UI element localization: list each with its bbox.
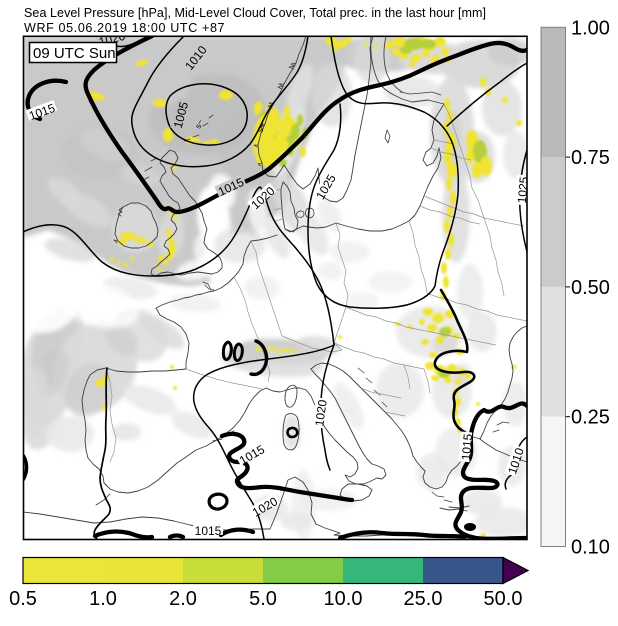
- svg-text:1015: 1015: [459, 433, 475, 461]
- svg-text:Sea Level Pressure [hPa], Mid-: Sea Level Pressure [hPa], Mid-Level Clou…: [24, 6, 486, 20]
- svg-text:0.25: 0.25: [571, 407, 610, 429]
- svg-text:5.0: 5.0: [249, 588, 277, 610]
- svg-text:WRF 05.06.2019 18:00 UTC +87: WRF 05.06.2019 18:00 UTC +87: [24, 21, 225, 35]
- svg-text:1.0: 1.0: [89, 588, 117, 610]
- svg-text:2.0: 2.0: [169, 588, 197, 610]
- svg-text:50.0: 50.0: [484, 588, 523, 610]
- svg-text:s~: s~: [193, 118, 205, 130]
- svg-text:0.50: 0.50: [571, 277, 610, 299]
- svg-text:09 UTC Sun: 09 UTC Sun: [33, 45, 116, 62]
- svg-text:1025: 1025: [515, 176, 531, 204]
- svg-text:s~: s~: [255, 122, 267, 134]
- svg-text:1005: 1005: [171, 100, 192, 130]
- svg-text:10.0: 10.0: [324, 588, 363, 610]
- svg-text:25.0: 25.0: [404, 588, 443, 610]
- svg-text:0.10: 0.10: [571, 537, 610, 559]
- svg-text:1020: 1020: [312, 398, 330, 427]
- svg-text:0.5: 0.5: [9, 588, 37, 610]
- svg-text:0.75: 0.75: [571, 147, 610, 169]
- svg-text:1.00: 1.00: [571, 17, 610, 39]
- svg-text:1015: 1015: [195, 524, 222, 538]
